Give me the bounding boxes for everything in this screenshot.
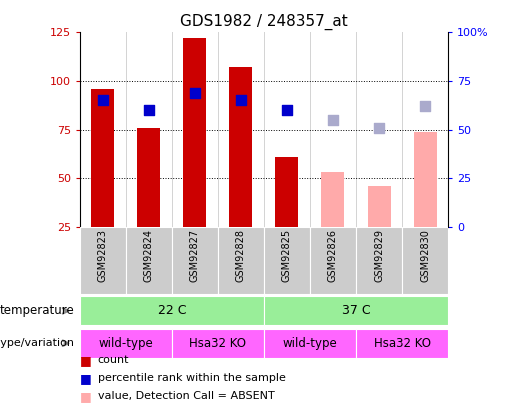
Bar [356,227,402,294]
Bar [368,186,390,227]
Bar [264,227,310,294]
Bar [321,173,345,227]
Text: Hsa32 KO: Hsa32 KO [373,337,431,350]
Bar [310,227,356,294]
Text: ■: ■ [80,354,92,367]
Text: 37 C: 37 C [341,304,370,318]
Bar [172,329,264,358]
Bar [402,227,448,294]
Bar [264,329,356,358]
Bar [172,227,218,294]
Point [237,97,245,104]
Text: percentile rank within the sample: percentile rank within the sample [98,373,286,383]
Text: Hsa32 KO: Hsa32 KO [190,337,246,350]
Text: GSM92830: GSM92830 [420,229,430,282]
Text: GSM92826: GSM92826 [328,229,338,282]
Bar [218,227,264,294]
Point [375,124,383,131]
Text: value, Detection Call = ABSENT: value, Detection Call = ABSENT [98,391,274,401]
Bar [138,128,160,227]
Bar [80,329,172,358]
Bar [264,296,448,326]
Bar [126,227,172,294]
Point [145,107,153,113]
Point [329,117,337,123]
Text: ■: ■ [80,372,92,385]
Bar [229,67,252,227]
Point [191,90,199,96]
Bar [91,89,114,227]
Title: GDS1982 / 248357_at: GDS1982 / 248357_at [180,13,348,30]
Text: GSM92828: GSM92828 [236,229,246,282]
Bar [80,227,126,294]
Text: count: count [98,356,129,365]
Bar [414,132,437,227]
Text: genotype/variation: genotype/variation [0,338,75,348]
Point [99,97,107,104]
Bar [276,157,299,227]
Text: wild-type: wild-type [283,337,337,350]
Text: temperature: temperature [0,304,75,318]
Text: GSM92829: GSM92829 [374,229,384,282]
Bar [356,329,448,358]
Point [283,107,291,113]
Bar [80,296,264,326]
Bar [183,38,207,227]
Point [421,103,429,109]
Text: wild-type: wild-type [98,337,153,350]
Text: GSM92827: GSM92827 [190,229,200,282]
Text: GSM92824: GSM92824 [144,229,154,282]
Text: ■: ■ [80,390,92,403]
Text: 22 C: 22 C [158,304,186,318]
Text: GSM92823: GSM92823 [98,229,108,282]
Text: GSM92825: GSM92825 [282,229,292,282]
